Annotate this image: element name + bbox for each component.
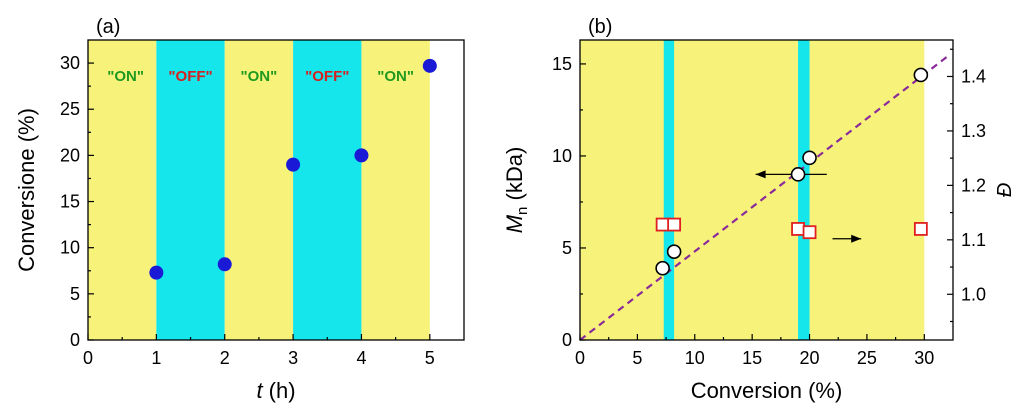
panel-b-x-tick-label-0: 0 [575, 348, 585, 368]
panel-b-yellow-region [580, 40, 925, 340]
panel-b-x-tick-label-3: 15 [742, 348, 762, 368]
panel-a-x-axis-label-var: t [256, 378, 263, 403]
panel-a-point-4 [422, 58, 437, 73]
panel-b-fit-line [579, 55, 948, 341]
panel-a-y-tick-label-2: 10 [60, 238, 80, 258]
panel-a-x-tick-label-5: 5 [425, 348, 435, 368]
panel-a-y-tick-label-6: 30 [60, 53, 80, 73]
panel-a-point-0 [149, 265, 164, 280]
panel-a-x-tick-label-3: 3 [288, 348, 298, 368]
panel-b-background-bands [580, 40, 925, 340]
panel-b-y2-tick-label-2: 1.2 [961, 175, 986, 195]
panel-b-y-tick-label-3: 15 [552, 54, 572, 74]
panel-b-cyan-band-1 [798, 40, 810, 340]
panel-a-x-tick-label-2: 2 [220, 348, 230, 368]
panel-a-label: (a) [96, 16, 120, 38]
panel-b-y-axis-label-var: M [502, 214, 527, 233]
panel-b-x-ticks: 0 5 10 15 20 25 30 [575, 334, 934, 368]
panel-a-band-3 [293, 40, 362, 340]
panel-b-arrow-head-0 [755, 170, 766, 179]
panel-b-x-tick-label-2: 10 [685, 348, 705, 368]
panel-b-x-axis-label: Conversion (%) [691, 378, 843, 403]
panel-b-x-tick-label-1: 5 [632, 348, 642, 368]
panel-b-mn-point-4 [913, 67, 929, 83]
panel-b-y2-tick-label-4: 1.4 [961, 66, 986, 86]
panel-b-y-tick-label-2: 10 [552, 146, 572, 166]
panel-b-y2-ticks: 1.0 1.1 1.2 1.3 1.4 [947, 48, 986, 323]
panel-b-dispersity-point-3 [802, 225, 817, 240]
panel-a-band-4 [361, 40, 430, 340]
panel-a-band-1 [156, 40, 225, 340]
panel-a-y-tick-label-5: 25 [60, 99, 80, 119]
panel-a-y-ticks: 0 5 10 15 20 25 30 [60, 53, 94, 350]
panel-b-dispersity-point-2 [791, 222, 805, 236]
panel-b-mn-point-0 [655, 260, 670, 276]
panel-b-y2-tick-label-3: 1.3 [961, 121, 986, 141]
panel-a-y-tick-label-0: 0 [70, 330, 80, 350]
panel-b-frame [579, 39, 954, 341]
panel-a-point-1 [217, 257, 232, 272]
panel-a-band-0 [88, 40, 157, 340]
panel-b-mn-point-3 [802, 150, 817, 166]
panel-a-y-tick-label-4: 20 [60, 145, 80, 165]
panel-a-band-label-3: "OFF" [305, 68, 349, 85]
panel-a-y-axis-label: Conversione (%) [14, 108, 39, 272]
panel-a-x-axis-label-unit: (h) [263, 378, 296, 403]
panel-b-arrow-head-1 [851, 234, 862, 243]
panel-b-y-axis-label-unit: (kDa) [502, 147, 527, 207]
panel-a-x-axis-label: t (h) [256, 378, 295, 403]
panel-a-y-tick-label-3: 15 [60, 192, 80, 212]
panel-b-x-tick-label-5: 25 [857, 348, 877, 368]
panel-a-x-ticks: 0 1 2 3 4 5 [83, 334, 435, 368]
panel-a-band-label-0: "ON" [107, 68, 144, 85]
panel-a-x-tick-label-0: 0 [83, 348, 93, 368]
panel-a-band-labels: "ON" "OFF" "ON" "OFF" "ON" [107, 68, 414, 85]
panel-a-point-2 [286, 157, 301, 172]
panel-b-dispersity-point-0 [655, 217, 670, 232]
panel-a-band-2 [224, 40, 294, 340]
panel-b-y-tick-label-0: 0 [562, 330, 572, 350]
panel-a-x-tick-label-1: 1 [151, 348, 161, 368]
panel-b-dispersity-point-4 [913, 222, 928, 236]
panel-b-y2-tick-label-1: 1.1 [961, 230, 986, 250]
panel-a-band-label-4: "ON" [377, 68, 414, 85]
panel-a-x-tick-label-4: 4 [356, 348, 366, 368]
panel-b-right-axis-label: Đ [994, 183, 1016, 197]
panel-a-y-tick-label-1: 5 [70, 284, 80, 304]
panel-b-label: (b) [588, 16, 612, 38]
panel-b-y-ticks: 0 5 10 15 [552, 54, 586, 350]
panel-b-data-points [655, 67, 929, 276]
panel-a-frame [87, 39, 465, 341]
panel-a-band-label-1: "OFF" [168, 68, 212, 85]
panel-b-mn-point-1 [666, 244, 682, 259]
panel-b-cyan-band-0 [663, 40, 675, 340]
panel-a-band-label-2: "ON" [241, 68, 278, 85]
panel-a: "ON" "OFF" "ON" "OFF" "ON" 0 1 2 3 4 5 0 5 10 15 20 25… [14, 16, 465, 403]
panel-b-y-axis-label-sub: n [514, 207, 531, 215]
panel-a-point-3 [354, 148, 369, 163]
panel-b-mn-point-2 [790, 167, 806, 182]
panel-b-y-axis-label: Mn (kDa) [502, 147, 531, 234]
panel-b-dispersity-point-1 [667, 217, 682, 232]
panel-b-y2-tick-label-0: 1.0 [961, 284, 986, 304]
panel-a-data-points [149, 58, 437, 280]
panel-a-background-bands [88, 40, 430, 340]
panel-b-y-tick-label-1: 5 [562, 238, 572, 258]
panel-b-x-tick-label-4: 20 [800, 348, 820, 368]
panel-b-x-tick-label-6: 30 [914, 348, 934, 368]
